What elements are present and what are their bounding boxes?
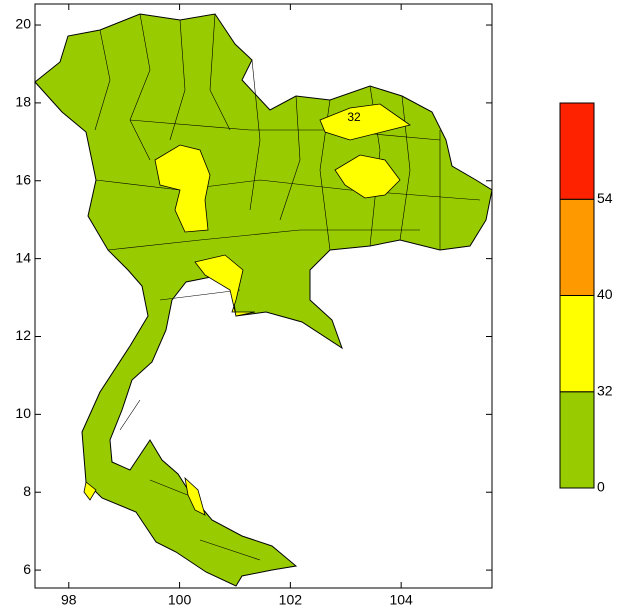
axes: 98 100 102 104 6 8 10 12 14 16 18 20: [15, 4, 492, 608]
province-borders: [94, 13, 481, 561]
colorbar-segment: [559, 102, 595, 200]
colorbar-label: 54: [597, 190, 613, 206]
y-tick-label: 18: [15, 94, 31, 110]
y-tick-label: 14: [15, 249, 31, 265]
contour-32: [83, 103, 411, 516]
colorbar-segment: [559, 295, 595, 393]
y-tick-label: 20: [15, 16, 31, 32]
x-tick-label: 104: [389, 592, 413, 608]
colorbar-segment: [559, 198, 595, 296]
x-tick-label: 100: [168, 592, 192, 608]
colorbar-label: 32: [597, 382, 613, 398]
contour-label: 32: [347, 110, 361, 124]
colorbar-segment: [559, 391, 595, 489]
y-tick-label: 6: [23, 561, 31, 577]
colorbar-label: 0: [597, 479, 605, 495]
x-tick-label: 98: [61, 592, 77, 608]
colorbar-label: 40: [597, 286, 613, 302]
colorbar: 0 32 40 54: [559, 102, 613, 495]
y-tick-label: 10: [15, 405, 31, 421]
x-tick-label: 102: [279, 592, 303, 608]
y-tick-label: 12: [15, 327, 31, 343]
y-tick-label: 16: [15, 171, 31, 187]
y-tick-label: 8: [23, 483, 31, 499]
